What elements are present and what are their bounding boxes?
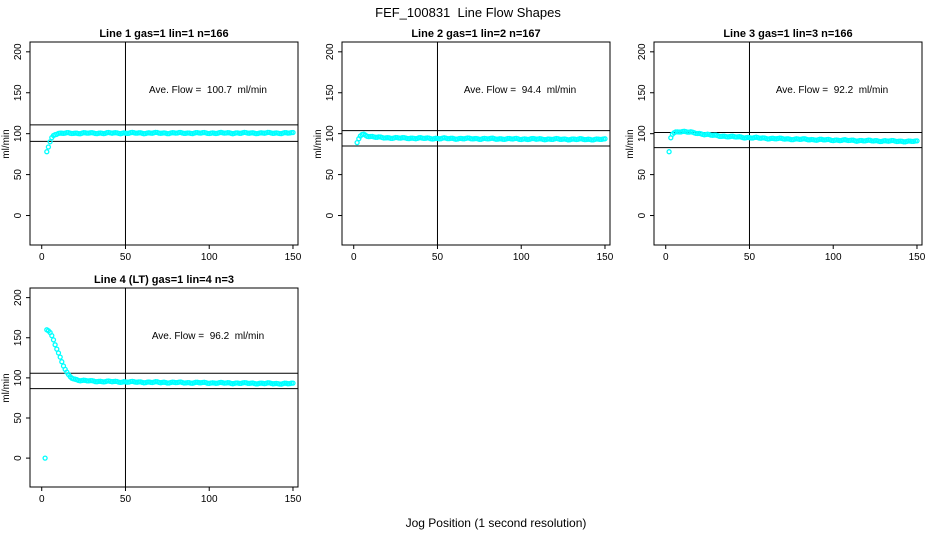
svg-text:50: 50 — [637, 169, 648, 181]
avg-flow-annotation: Ave. Flow = 100.7 ml/min — [149, 85, 267, 96]
avg-flow-annotation: Ave. Flow = 92.2 ml/min — [775, 85, 889, 96]
svg-text:200: 200 — [637, 43, 648, 60]
svg-text:100: 100 — [513, 252, 530, 263]
line-2-plot: 0 50 100 150 0 50 100 150 200 — [325, 41, 614, 263]
svg-text:150: 150 — [637, 84, 648, 101]
svg-text:200: 200 — [325, 43, 336, 60]
svg-text:0: 0 — [637, 212, 648, 218]
svg-text:50: 50 — [13, 412, 24, 424]
svg-text:50: 50 — [325, 169, 336, 181]
svg-text:100: 100 — [13, 369, 24, 386]
svg-text:50: 50 — [120, 252, 132, 263]
svg-text:0: 0 — [13, 455, 24, 461]
svg-text:150: 150 — [13, 329, 24, 346]
x-axis-label: Jog Position (1 second resolution) — [405, 516, 587, 530]
svg-text:200: 200 — [13, 43, 24, 60]
svg-text:0: 0 — [39, 494, 45, 505]
y-axis-label: ml/min — [313, 129, 324, 159]
svg-text:100: 100 — [825, 252, 842, 263]
panel-title: Line 4 (LT) gas=1 lin=4 n=3 — [93, 274, 235, 286]
svg-text:50: 50 — [120, 494, 132, 505]
panel-line-2: 0 50 100 150 0 50 100 150 200 Line 2 gas=1 lin=2… — [312, 28, 624, 264]
svg-text:50: 50 — [744, 252, 756, 263]
svg-text:150: 150 — [597, 252, 614, 263]
svg-text:150: 150 — [909, 252, 926, 263]
svg-text:0: 0 — [663, 252, 669, 263]
svg-text:100: 100 — [13, 125, 24, 142]
svg-text:150: 150 — [13, 84, 24, 101]
svg-text:100: 100 — [201, 252, 218, 263]
avg-flow-annotation: Ave. Flow = 96.2 ml/min — [151, 331, 265, 342]
svg-text:0: 0 — [351, 252, 357, 263]
page-title: FEF_100831 Line Flow Shapes — [375, 5, 561, 20]
panel-line-1: 0 50 100 150 0 50 100 150 200 Line 1 gas=1 lin=1… — [0, 28, 312, 264]
svg-text:0: 0 — [325, 212, 336, 218]
svg-text:100: 100 — [325, 125, 336, 142]
svg-text:50: 50 — [13, 169, 24, 181]
panel-title: Line 1 gas=1 lin=1 n=166 — [99, 28, 229, 40]
svg-text:200: 200 — [13, 289, 24, 306]
y-axis-label: ml/min — [625, 129, 636, 159]
svg-text:150: 150 — [285, 494, 302, 505]
line-1-plot: 0 50 100 150 0 50 100 150 200 — [13, 41, 302, 263]
svg-text:50: 50 — [432, 252, 444, 263]
svg-text:0: 0 — [13, 212, 24, 218]
panel-title: Line 2 gas=1 lin=2 n=167 — [411, 28, 541, 40]
panel-line-3: 0 50 100 150 0 50 100 150 200 Line 3 gas=1 lin=3… — [624, 28, 936, 264]
svg-text:150: 150 — [285, 252, 302, 263]
svg-text:100: 100 — [637, 125, 648, 142]
y-axis-label: ml/min — [1, 129, 12, 159]
line-3-plot: 0 50 100 150 0 50 100 150 200 — [637, 41, 926, 263]
avg-flow-annotation: Ave. Flow = 94.4 ml/min — [463, 85, 577, 96]
panel-title: Line 3 gas=1 lin=3 n=166 — [723, 28, 853, 40]
panel-line-4: 0 50 100 150 0 50 100 150 200 Line 4 (LT) gas=1 … — [0, 274, 312, 510]
svg-text:0: 0 — [39, 252, 45, 263]
y-axis-label: ml/min — [1, 373, 12, 403]
svg-text:150: 150 — [325, 84, 336, 101]
svg-text:100: 100 — [201, 494, 218, 505]
line-4-plot: 0 50 100 150 0 50 100 150 200 — [13, 287, 302, 505]
